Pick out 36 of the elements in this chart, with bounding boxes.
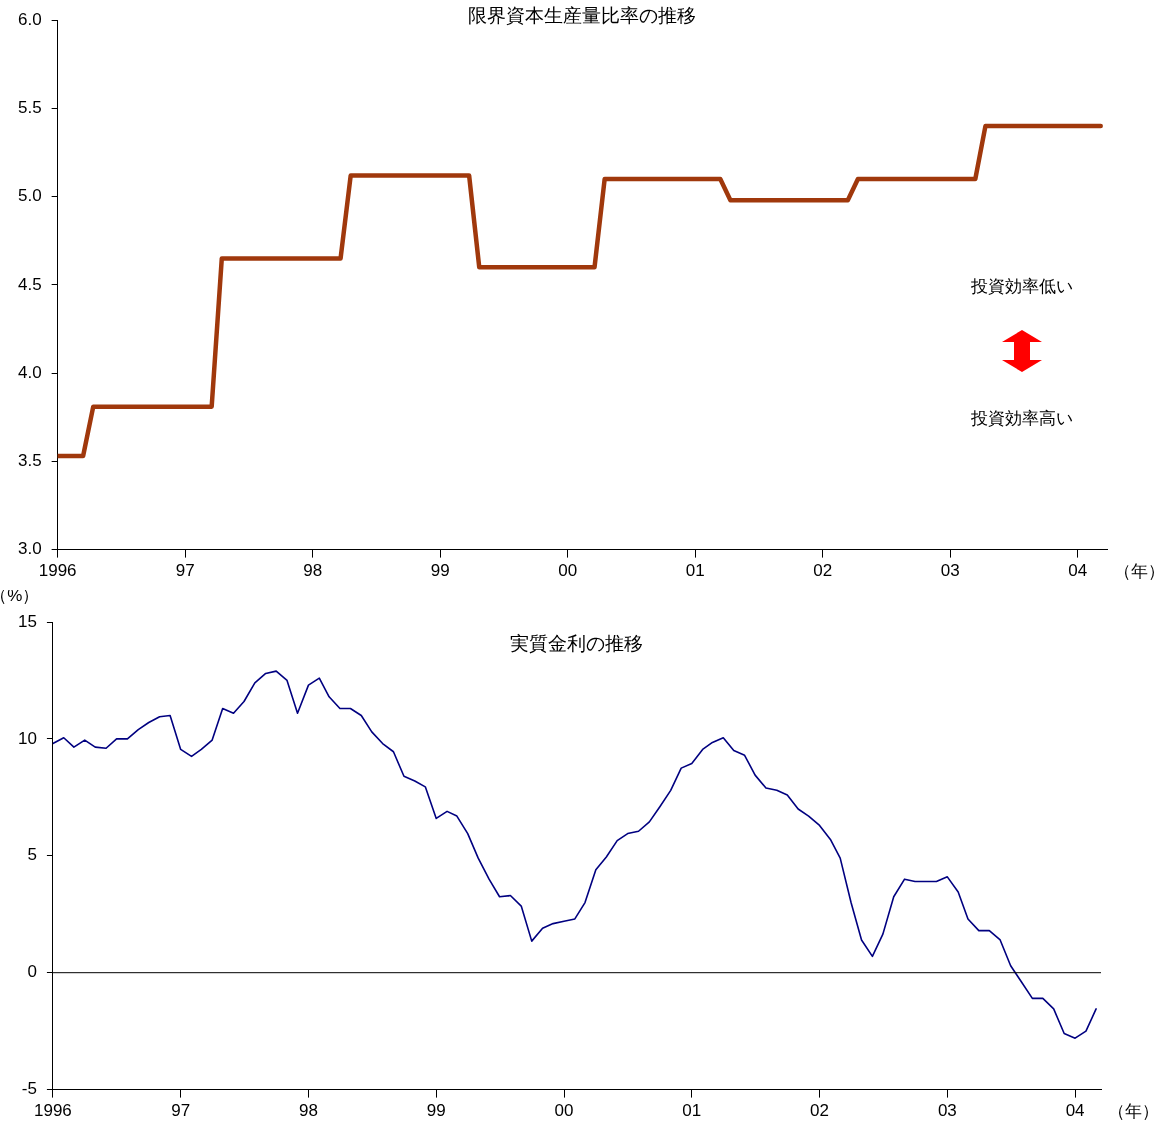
y-tick-label: 5.5 — [17, 98, 42, 118]
x-tick-label: 02 — [810, 1101, 830, 1121]
y-tick-label: 0 — [27, 962, 37, 982]
y-tick-label: 3.0 — [17, 539, 42, 559]
x-tick-label: 01 — [682, 1101, 702, 1121]
x-axis-title: （年） — [1107, 1101, 1159, 1121]
y-tick-label: 10 — [17, 728, 37, 748]
x-tick-label: 98 — [303, 561, 323, 581]
x-tick-label: 04 — [1065, 1101, 1085, 1121]
x-tick-label: 03 — [940, 561, 960, 581]
y-tick-label: 15 — [17, 611, 37, 631]
x-tick-label: 1996 — [34, 1101, 72, 1121]
y-tick-label: 4.5 — [17, 274, 42, 294]
x-tick-label: 02 — [813, 561, 833, 581]
y-tick-label: 4.0 — [17, 362, 42, 382]
y-tick-label: 5 — [27, 845, 37, 865]
x-tick-label: 97 — [175, 561, 195, 581]
x-tick-label: 98 — [299, 1101, 318, 1121]
annotation: 投資効率低い — [970, 277, 1073, 297]
x-tick-label: 04 — [1068, 561, 1088, 581]
x-tick-label: 03 — [937, 1101, 957, 1121]
y-tick-label: 3.5 — [17, 451, 42, 471]
chart-title: 限界資本生産量比率の推移 — [468, 5, 697, 27]
x-axis-title: （年） — [1113, 561, 1159, 581]
text: 実質金利の推移 — [510, 633, 644, 655]
x-tick-label: 01 — [685, 561, 705, 581]
x-tick-label: 00 — [554, 1101, 574, 1121]
x-tick-label: 99 — [426, 1101, 446, 1121]
x-tick-label: 00 — [558, 561, 578, 581]
x-tick-label: 99 — [430, 561, 450, 581]
y-tick-label: 6.0 — [17, 9, 42, 29]
x-tick-label: 97 — [171, 1101, 191, 1121]
y-tick-label: -5 — [21, 1079, 37, 1099]
y-tick-label: 5.0 — [17, 186, 42, 206]
annotation: 投資効率高い — [970, 408, 1073, 428]
x-tick-label: 1996 — [38, 561, 77, 581]
